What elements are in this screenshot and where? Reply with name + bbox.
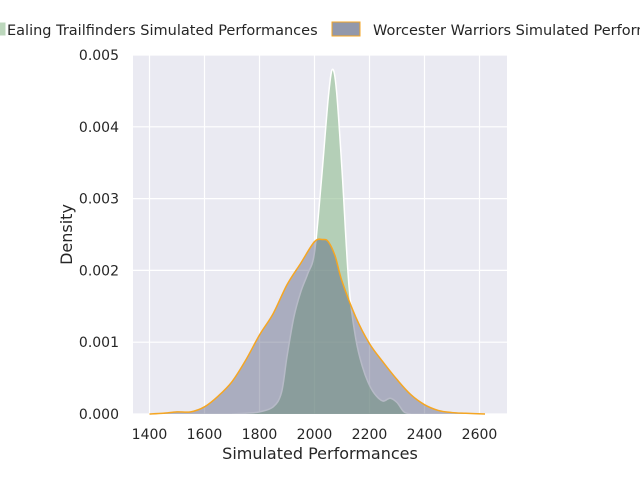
density-area-2: [149, 239, 485, 414]
density-area-1: [232, 69, 411, 415]
y-tick-label: 0.004: [79, 120, 119, 136]
x-axis-label: Simulated Performances: [222, 444, 418, 463]
x-tick-label: 2600: [462, 427, 498, 443]
x-tick-label: 1400: [132, 427, 168, 443]
density-line-2: [149, 238, 486, 415]
y-tick-label: 0.002: [79, 263, 119, 279]
y-tick-label: 0.003: [79, 192, 119, 208]
x-tick-label: 1600: [187, 427, 223, 443]
y-axis-ticks: 0.000 0.001 0.002 0.003 0.004 0.005: [79, 48, 119, 423]
legend: Ealing Trailfinders Simulated Performanc…: [0, 21, 640, 39]
density-line-1: [231, 68, 411, 415]
x-axis-ticks: 1400 1600 1800 2000 2200 2400 2600: [132, 427, 498, 443]
x-tick-label: 2400: [407, 427, 443, 443]
y-axis-label: Density: [57, 204, 76, 265]
y-tick-label: 0.005: [79, 48, 119, 64]
legend-swatch-2: [331, 21, 361, 37]
y-tick-label: 0.000: [79, 407, 119, 423]
y-tick-label: 0.001: [79, 335, 119, 351]
legend-swatch-1: [0, 21, 7, 37]
x-tick-label: 2200: [352, 427, 388, 443]
density-areas: [149, 68, 486, 415]
legend-label-2: Worcester Warriors Simulated Performance…: [373, 23, 640, 39]
x-tick-label: 2000: [297, 427, 333, 443]
legend-label-1: Ealing Trailfinders Simulated Performanc…: [7, 23, 318, 39]
x-tick-label: 1800: [242, 427, 278, 443]
